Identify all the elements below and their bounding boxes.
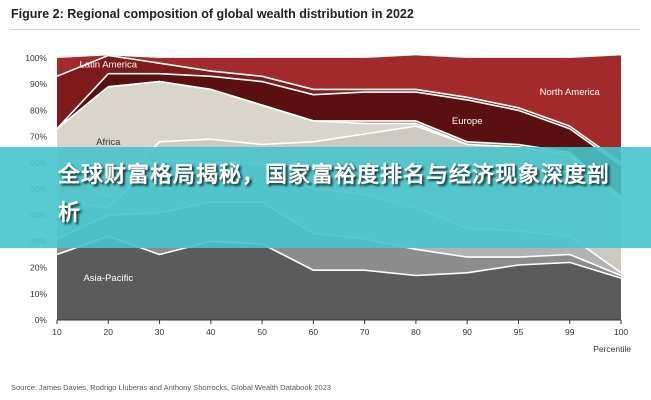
area-africa — [57, 81, 621, 200]
x-tick-label: 80 — [411, 327, 421, 337]
series-boundary — [56, 80, 622, 198]
series-boundary — [56, 54, 622, 164]
figure-title: Figure 2: Regional composition of global… — [11, 7, 414, 21]
y-tick-label: 0% — [35, 315, 48, 325]
series-label-africa: Africa — [96, 137, 121, 148]
x-axis-title: Percentile — [593, 344, 631, 354]
x-tick-label: 95 — [514, 327, 524, 337]
x-tick-label: 10 — [52, 327, 62, 337]
series-label-europe: Europe — [452, 116, 483, 127]
y-tick-label: 80% — [30, 105, 47, 115]
overlay-banner-text: 全球财富格局揭秘，国家富裕度排名与经济现象深度剖析 — [58, 163, 611, 226]
x-tick-label: 70 — [360, 327, 370, 337]
x-tick-label: 50 — [257, 327, 267, 337]
area-asia-pacific — [57, 236, 621, 320]
x-tick-label: 30 — [155, 327, 165, 337]
x-tick-label: 60 — [309, 327, 319, 337]
x-tick-label: 100 — [614, 327, 628, 337]
series-label-latin-america: Latin America — [79, 60, 137, 71]
area-north-america — [57, 55, 621, 163]
x-tick-label: 90 — [462, 327, 472, 337]
series-boundary — [56, 72, 622, 167]
source-note: Source: James Davies, Rodrigo Lluberas a… — [11, 383, 332, 392]
series-label-north-america: North America — [540, 87, 601, 98]
y-tick-label: 90% — [30, 79, 47, 89]
area-europe — [57, 73, 621, 197]
title-divider — [11, 29, 640, 30]
series-label-asia-pacific: Asia-Pacific — [83, 273, 133, 284]
y-tick-label: 20% — [30, 263, 47, 273]
x-tick-label: 40 — [206, 327, 216, 337]
series-boundary — [56, 235, 622, 279]
area-latin-america — [57, 55, 621, 166]
y-tick-label: 100% — [25, 53, 47, 63]
y-tick-label: 10% — [30, 289, 47, 299]
x-tick-label: 20 — [104, 327, 114, 337]
overlay-banner: 全球财富格局揭秘，国家富裕度排名与经济现象深度剖析 — [0, 147, 651, 248]
x-tick-label: 99 — [565, 327, 575, 337]
y-tick-label: 70% — [30, 132, 47, 142]
